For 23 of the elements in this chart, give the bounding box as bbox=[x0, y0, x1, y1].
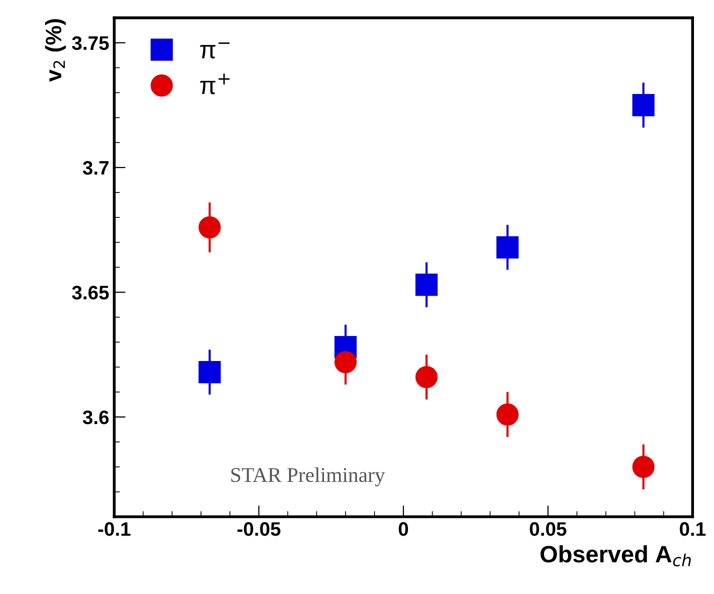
x-tick-label: 0.1 bbox=[680, 522, 706, 536]
point bbox=[415, 274, 438, 296]
x-tick-label: -0.1 bbox=[98, 522, 130, 536]
x-tick-label: -0.05 bbox=[237, 522, 280, 536]
x-tick-label: 0 bbox=[398, 522, 408, 536]
point bbox=[632, 94, 655, 116]
y-axis-title: v$_{2}$ (%) bbox=[45, 19, 66, 82]
y-tick-label: 3.6 bbox=[82, 410, 109, 424]
legend-label: π$^{−}$ bbox=[200, 42, 230, 58]
point bbox=[198, 360, 221, 384]
point bbox=[496, 403, 519, 426]
x-tick-label: 0.05 bbox=[530, 522, 566, 536]
y-tick-label: 3.75 bbox=[72, 36, 109, 50]
x-axis-title: Observed A$_{ch}$ bbox=[540, 545, 691, 566]
point bbox=[632, 456, 655, 478]
point bbox=[415, 366, 438, 388]
y-tick-label: 3.65 bbox=[72, 286, 109, 300]
annotation: STAR Preliminary bbox=[231, 467, 385, 486]
point bbox=[496, 236, 519, 258]
legend-label: π$^{+}$ bbox=[200, 73, 230, 94]
y-tick-label: 3.7 bbox=[82, 160, 109, 175]
point bbox=[334, 350, 357, 374]
point bbox=[198, 216, 221, 238]
